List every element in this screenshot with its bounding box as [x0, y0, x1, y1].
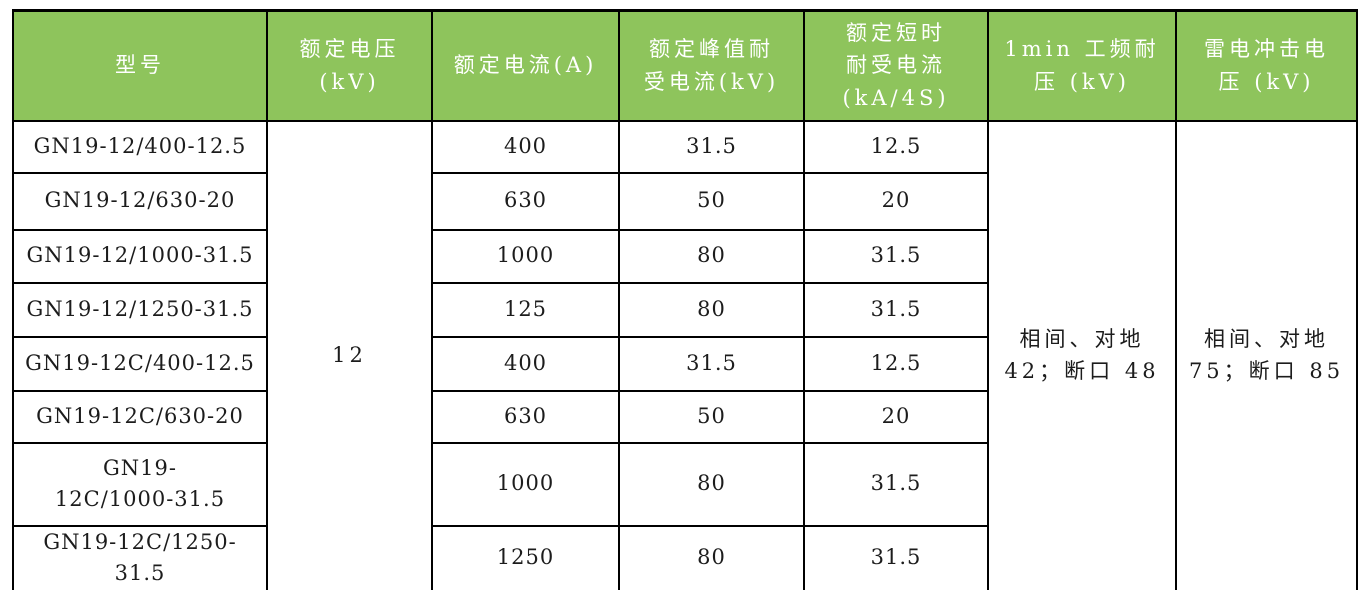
table-row: GN19-12/630-20 630 50 20 [12, 171, 1357, 231]
short-time-current-cell: 31.5 [803, 228, 989, 284]
table-row: GN19-12C/400-12.5 400 31.5 12.5 [12, 335, 1357, 392]
model-cell: GN19-12C/400-12.5 [12, 335, 268, 392]
header-short-time-current: 额定短时 耐受电流 (kA/4S) [803, 9, 989, 122]
header-model: 型号 [12, 9, 268, 122]
rated-current-cell: 1000 [431, 441, 620, 527]
rated-current-cell: 630 [431, 389, 620, 444]
peak-withstand-cell: 80 [618, 228, 805, 284]
power-freq-voltage-cell: 相间、对地 42；断口 48 [987, 119, 1177, 590]
peak-withstand-cell: 31.5 [618, 335, 805, 392]
lightning-impulse-cell: 相间、对地 75；断口 85 [1175, 119, 1358, 590]
peak-withstand-cell: 50 [618, 171, 805, 231]
rated-current-cell: 125 [431, 281, 620, 338]
rated-voltage-cell: 12 [266, 119, 433, 590]
header-rated-current: 额定电流(A) [431, 9, 620, 122]
spec-table: 型号 额定电压 (kV) 额定电流(A) 额定峰值耐 受电流(kV) 额定短时 … [12, 9, 1358, 590]
table-row: GN19-12/1250-31.5 125 80 31.5 [12, 281, 1357, 338]
table-header: 型号 额定电压 (kV) 额定电流(A) 额定峰值耐 受电流(kV) 额定短时 … [12, 9, 1358, 122]
peak-withstand-cell: 31.5 [618, 119, 805, 174]
header-rated-voltage: 额定电压 (kV) [266, 9, 433, 122]
rated-current-cell: 400 [431, 119, 620, 174]
short-time-current-cell: 31.5 [803, 524, 989, 590]
model-cell: GN19- 12C/1000-31.5 [12, 441, 268, 527]
table-row: GN19-12C/630-20 630 50 20 [12, 389, 1357, 444]
peak-withstand-cell: 80 [618, 281, 805, 338]
short-time-current-cell: 20 [803, 389, 989, 444]
peak-withstand-cell: 80 [618, 524, 805, 590]
peak-withstand-cell: 50 [618, 389, 805, 444]
table-body: GN19-12/400-12.5 12 400 31.5 12.5 相间、对地 … [12, 119, 1358, 590]
short-time-current-cell: 31.5 [803, 441, 989, 527]
header-peak-withstand: 额定峰值耐 受电流(kV) [618, 9, 805, 122]
table-row: GN19-12/400-12.5 12 400 31.5 12.5 相间、对地 … [12, 119, 1358, 590]
header-row: 型号 额定电压 (kV) 额定电流(A) 额定峰值耐 受电流(kV) 额定短时 … [12, 9, 1358, 122]
short-time-current-cell: 12.5 [803, 335, 989, 392]
rated-current-cell: 1000 [431, 228, 620, 284]
short-time-current-cell: 31.5 [803, 281, 989, 338]
model-cell: GN19-12/1250-31.5 [12, 281, 268, 338]
model-cell: GN19-12/1000-31.5 [12, 228, 268, 284]
rated-current-cell: 630 [431, 171, 620, 231]
table-row: GN19- 12C/1000-31.5 1000 80 31.5 [12, 441, 1357, 527]
short-time-current-cell: 12.5 [803, 119, 989, 174]
model-cell: GN19-12C/1250-31.5 [12, 524, 268, 590]
short-time-current-cell: 20 [803, 171, 989, 231]
peak-withstand-cell: 80 [618, 441, 805, 527]
model-cell: GN19-12/400-12.5 [12, 119, 268, 174]
model-cell: GN19-12C/630-20 [12, 389, 268, 444]
rated-current-cell: 1250 [431, 524, 620, 590]
header-lightning-impulse: 雷电冲击电 压 (kV) [1175, 9, 1358, 122]
rated-current-cell: 400 [431, 335, 620, 392]
model-cell: GN19-12/630-20 [12, 171, 268, 231]
table-row: GN19-12/1000-31.5 1000 80 31.5 [12, 228, 1357, 284]
header-power-freq-voltage: 1min 工频耐 压 (kV) [987, 9, 1177, 122]
